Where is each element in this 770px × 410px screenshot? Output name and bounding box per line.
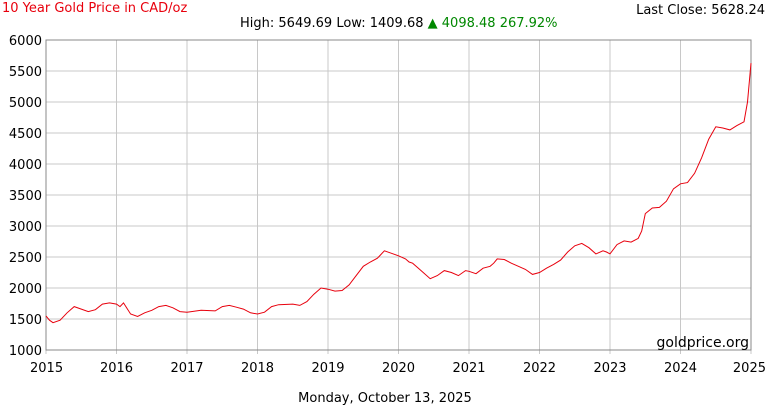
y-tick-label: 3000 <box>9 220 42 235</box>
x-tick-label: 2024 <box>664 361 697 376</box>
low-value: 1409.68 <box>369 16 424 31</box>
y-tick-label: 6000 <box>9 34 42 49</box>
change-value: 4098.48 <box>441 16 496 31</box>
y-tick-label: 5500 <box>9 65 42 80</box>
x-tick-label: 2023 <box>593 361 626 376</box>
y-tick-label: 4500 <box>9 127 42 142</box>
x-tick-label: 2021 <box>452 361 485 376</box>
y-axis-labels: 1000 1500 2000 2500 3000 3500 4000 4500 5000 5500… <box>9 34 42 359</box>
up-arrow-icon: ▲ <box>427 16 438 31</box>
high-label: High: <box>240 16 275 31</box>
y-tick-label: 2500 <box>9 251 42 266</box>
y-tick-label: 5000 <box>9 96 42 111</box>
y-tick-label: 2000 <box>9 282 42 297</box>
x-tick-label: 2018 <box>241 361 274 376</box>
last-close-value: 5628.24 <box>711 3 765 18</box>
x-tick-label: 2022 <box>523 361 556 376</box>
watermark: goldprice.org <box>657 335 749 351</box>
y-tick-label: 1500 <box>9 313 42 328</box>
chart-date: Monday, October 13, 2025 <box>298 391 472 406</box>
x-axis-labels: 2015 2016 2017 2018 2019 2020 2021 2022 2023 2024… <box>30 361 766 376</box>
low-label: Low: <box>336 16 366 31</box>
x-tick-label: 2019 <box>311 361 344 376</box>
price-line <box>45 63 752 324</box>
x-tick-label: 2016 <box>100 361 133 376</box>
y-tick-label: 1000 <box>9 344 42 359</box>
price-stats: High: 5649.69 Low: 1409.68 ▲ 4098.48 267… <box>240 16 558 31</box>
x-tick-label: 2015 <box>30 361 63 376</box>
plot-border <box>45 39 752 351</box>
chart-title: 10 Year Gold Price in CAD/oz <box>2 1 188 16</box>
high-value: 5649.69 <box>278 16 333 31</box>
x-tick-label: 2017 <box>170 361 203 376</box>
y-tick-label: 3500 <box>9 189 42 204</box>
grid-lines <box>45 39 752 354</box>
y-tick-label: 4000 <box>9 158 42 173</box>
last-close-label: Last Close: <box>636 3 708 18</box>
change-percent: 267.92% <box>499 16 558 31</box>
x-tick-label: 2025 <box>733 361 766 376</box>
x-tick-label: 2020 <box>382 361 415 376</box>
last-close: Last Close: 5628.24 <box>636 3 765 18</box>
